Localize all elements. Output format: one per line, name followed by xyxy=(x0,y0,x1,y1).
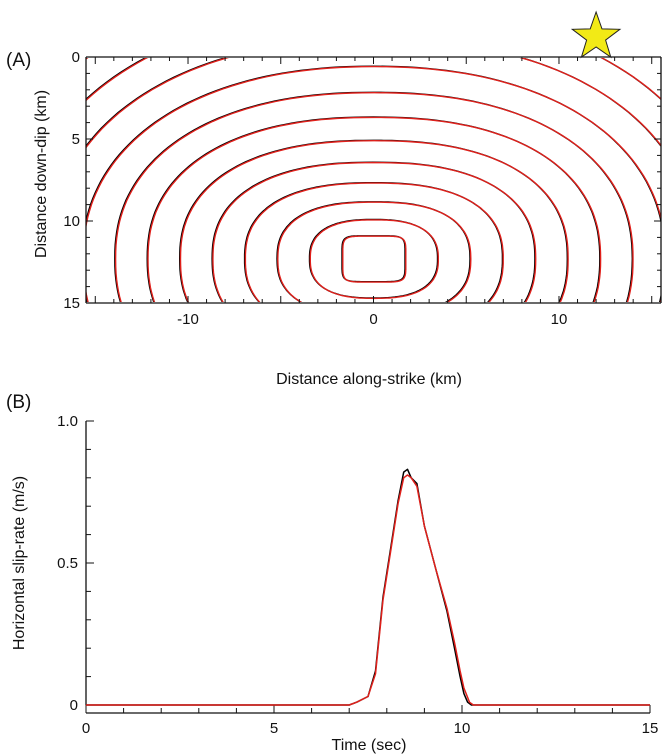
contour-line-red xyxy=(86,58,661,149)
contour-group xyxy=(0,0,662,570)
contour-lines xyxy=(0,0,662,570)
x-tick-label-b: 0 xyxy=(82,720,90,737)
contour-line-black xyxy=(86,58,661,101)
contour-line-black xyxy=(178,139,569,302)
y-tick-label-a: 10 xyxy=(63,213,80,230)
slip-rate-lines xyxy=(86,468,650,706)
panel-b-axes: 0 5 10 15 0 0.5 1.0 xyxy=(57,413,658,737)
x-tick-label-b: 10 xyxy=(454,720,471,737)
y-tick-label-a: 5 xyxy=(72,131,80,148)
contour-line-black xyxy=(0,0,662,570)
contour-line-black xyxy=(146,116,601,302)
contour-line-black xyxy=(308,218,439,299)
x-tick-label-b: 15 xyxy=(642,720,659,737)
contour-line-black xyxy=(86,65,661,302)
x-tick-label-a: 10 xyxy=(551,311,568,328)
contour-line-black xyxy=(86,58,661,59)
y-tick-label-a: 0 xyxy=(72,49,80,66)
contour-line-red xyxy=(114,91,634,302)
hypocenter-star-icon xyxy=(570,10,622,59)
contour-line-red xyxy=(86,65,661,302)
contour-line-black xyxy=(86,58,661,148)
y-tick-label-b: 0.5 xyxy=(57,555,78,572)
panel-b-label: (B) xyxy=(6,392,31,413)
contour-line-red xyxy=(212,161,537,302)
contour-line-red xyxy=(86,58,661,60)
contour-line-red xyxy=(309,219,439,300)
panel-a-label: (A) xyxy=(6,50,31,71)
x-tick-label-a: 0 xyxy=(369,311,377,328)
y-tick-label-a: 15 xyxy=(63,295,80,312)
y-tick-label-b: 0 xyxy=(70,697,78,714)
contour-line-red xyxy=(147,116,602,302)
contour-line-red xyxy=(244,182,504,302)
contour-line-red xyxy=(277,201,472,302)
slip-rate-series-black xyxy=(86,468,650,706)
contour-line-red xyxy=(342,235,407,283)
panel-a-axes: -10 0 10 0 5 10 15 xyxy=(63,49,662,328)
y-axis-title-b: Horizontal slip-rate (m/s) xyxy=(11,476,28,650)
panel-a: (A) -10 0 10 0 5 10 15 Distance along-strike (… xyxy=(0,0,662,570)
x-axis-title-b: Time (sec) xyxy=(332,737,407,754)
panel-b: (B) 0 5 10 15 0 0.5 1.0 Time (sec) Horizontal … xyxy=(6,392,658,754)
slip-rate-series-red xyxy=(86,474,650,706)
x-tick-label-a: -10 xyxy=(177,311,199,328)
x-tick-label-b: 5 xyxy=(270,720,278,737)
contour-line-black xyxy=(341,235,406,283)
contour-line-red xyxy=(179,139,569,302)
contour-line-red xyxy=(0,0,662,570)
y-axis-title-a: Distance down-dip (km) xyxy=(33,90,50,258)
x-axis-title-a: Distance along-strike (km) xyxy=(276,371,462,388)
y-tick-label-b: 1.0 xyxy=(57,413,78,430)
